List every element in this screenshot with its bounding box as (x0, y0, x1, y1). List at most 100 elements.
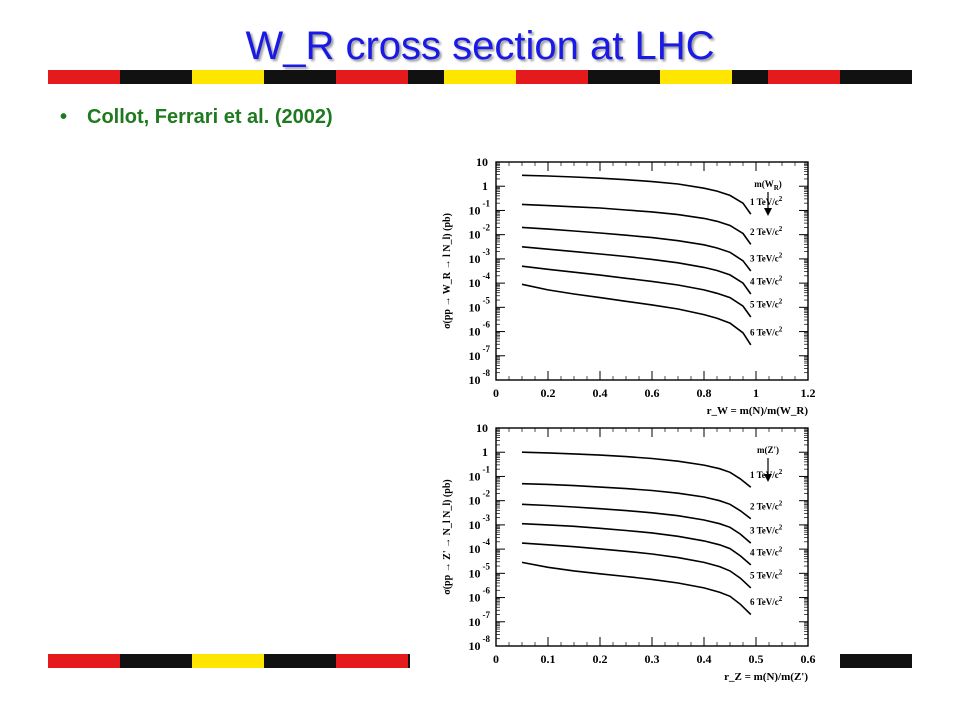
stripe-segment (300, 70, 336, 84)
stripe-segment (516, 70, 552, 84)
stripe-segment (804, 70, 840, 84)
x-axis-label: r_W = m(N)/m(W_R) (707, 405, 809, 417)
y-tick-label: 1 (482, 179, 488, 193)
y-tick-label: 10 (469, 325, 481, 339)
series-line-5 (521, 542, 752, 589)
series-line-4 (521, 522, 752, 566)
legend-arrow-down-icon (764, 208, 772, 216)
series-line-1 (521, 174, 752, 215)
stripe-segment (444, 70, 480, 84)
series-line-2 (521, 203, 752, 245)
y-tick-exponent: -6 (483, 320, 491, 330)
legend-label-4: 4 TeV/c2 (750, 546, 783, 558)
x-tick-label: 1.2 (801, 386, 816, 400)
stripe-segment (840, 654, 876, 668)
legend-label-3: 3 TeV/c2 (750, 524, 783, 536)
legend-header: m(Z') (757, 445, 779, 455)
stripe-segment (156, 70, 192, 84)
slide-title: W_R cross section at LHC (245, 24, 715, 68)
legend-label-1: 1 TeV/c2 (750, 468, 783, 480)
x-tick-label: 0.4 (593, 386, 608, 400)
x-tick-label: 0.8 (697, 386, 712, 400)
y-tick-exponent: -7 (483, 610, 491, 620)
y-tick-exponent: -5 (483, 561, 491, 571)
legend-label-6: 6 TeV/c2 (750, 595, 783, 607)
bullet-item: • Collot, Ferrari et al. (2002) (60, 106, 333, 129)
y-tick-label: 10 (469, 566, 481, 580)
y-tick-label: 10 (469, 276, 481, 290)
y-tick-label: 10 (469, 252, 481, 266)
x-tick-label: 0.1 (541, 652, 556, 666)
legend-arrow-down-icon (764, 474, 772, 482)
stripe-segment (120, 654, 156, 668)
stripe-segment (372, 654, 408, 668)
x-tick-label: 0.2 (593, 652, 608, 666)
legend-label-3: 3 TeV/c2 (750, 252, 783, 264)
stripe-segment (660, 70, 696, 84)
stripe-segment (480, 70, 516, 84)
x-tick-label: 0.3 (645, 652, 660, 666)
stripe-segment (876, 654, 912, 668)
series-line-3 (521, 503, 752, 544)
bullet-text: Collot, Ferrari et al. (2002) (87, 106, 333, 128)
stripe-segment (840, 70, 876, 84)
stripe-segment (732, 70, 768, 84)
stripe-segment (48, 654, 84, 668)
stripe-segment (264, 70, 300, 84)
stripe-segment (84, 654, 120, 668)
stripe-segment (876, 70, 912, 84)
x-tick-label: 0.4 (697, 652, 712, 666)
stripe-segment (264, 654, 300, 668)
y-tick-exponent: -2 (483, 223, 491, 233)
y-tick-label: 10 (469, 469, 481, 483)
x-axis-label: r_Z = m(N)/m(Z') (724, 671, 808, 683)
y-tick-label: 10 (469, 615, 481, 629)
series-line-6 (521, 561, 752, 616)
legend-header: m(WR) (754, 179, 782, 192)
stripe-segment (336, 654, 372, 668)
series-line-5 (521, 265, 752, 318)
stripe-segment (120, 70, 156, 84)
y-tick-label: 10 (469, 494, 481, 508)
y-tick-exponent: -1 (483, 464, 491, 474)
series-line-2 (521, 482, 752, 520)
y-tick-label: 10 (476, 155, 488, 169)
y-tick-exponent: -3 (483, 513, 491, 523)
y-tick-label: 1 (482, 445, 488, 459)
stripe-segment (156, 654, 192, 668)
y-tick-exponent: -4 (483, 271, 491, 281)
stripe-segment (768, 70, 804, 84)
stripe-segment (372, 70, 408, 84)
stripe-segment (336, 70, 372, 84)
x-tick-label: 0.6 (801, 652, 816, 666)
stripe-segment (228, 654, 264, 668)
y-tick-label: 10 (469, 300, 481, 314)
bullet-dot-icon: • (60, 106, 68, 128)
series-line-3 (521, 226, 752, 272)
stripe-segment (624, 70, 660, 84)
legend-label-5: 5 TeV/c2 (750, 298, 783, 310)
legend-label-5: 5 TeV/c2 (750, 569, 783, 581)
y-tick-label: 10 (469, 349, 481, 363)
legend-label-6: 6 TeV/c2 (750, 326, 783, 338)
x-tick-label: 0.2 (541, 386, 556, 400)
y-axis-label: σ(pp → W_R → l N_l) (pb) (442, 213, 453, 329)
y-tick-exponent: -4 (483, 537, 491, 547)
legend-label-4: 4 TeV/c2 (750, 275, 783, 287)
decorative-stripe-top (48, 70, 912, 84)
plot-frame (495, 161, 809, 381)
stripe-segment (552, 70, 588, 84)
x-tick-label: 0.5 (749, 652, 764, 666)
y-tick-label: 10 (469, 203, 481, 217)
stripe-segment (48, 70, 84, 84)
y-tick-exponent: -3 (483, 247, 491, 257)
stripe-segment (300, 654, 336, 668)
y-tick-exponent: -8 (483, 634, 491, 644)
y-tick-exponent: -2 (483, 489, 491, 499)
y-tick-exponent: -7 (483, 344, 491, 354)
stripe-segment (192, 70, 228, 84)
y-tick-exponent: -1 (483, 198, 491, 208)
